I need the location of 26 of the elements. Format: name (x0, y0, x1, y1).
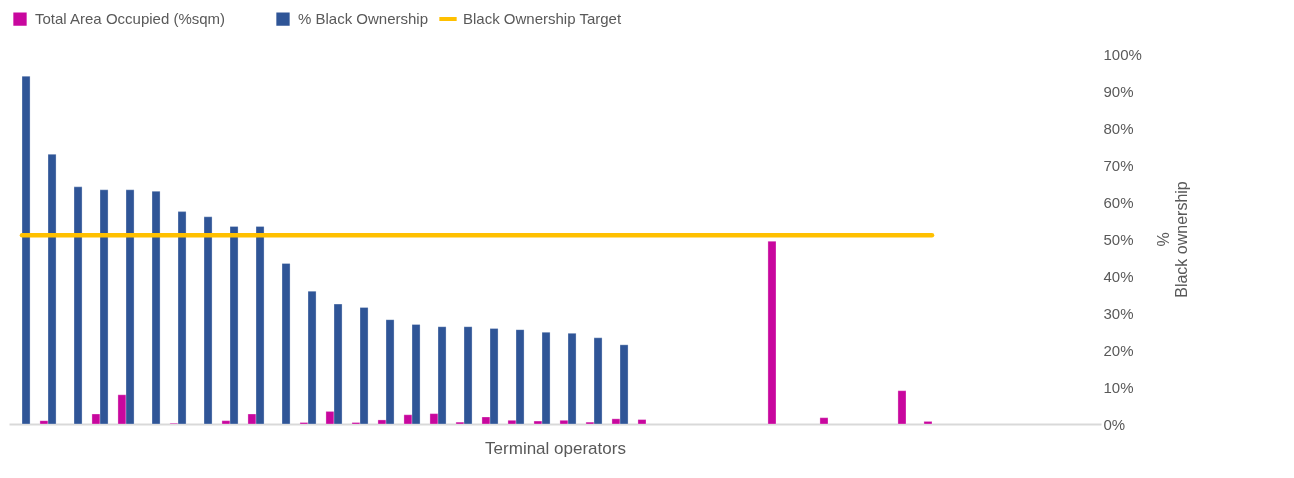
y-tick-label: 20% (1103, 341, 1134, 359)
bar (151, 191, 161, 425)
bar (203, 216, 213, 425)
y-tick-label: 10% (1103, 378, 1134, 396)
x-axis-title: Terminal operators (485, 438, 626, 458)
legend-label: % Black Ownership (298, 10, 429, 28)
y-tick-label: 40% (1103, 267, 1134, 285)
bar (767, 240, 777, 425)
bar (819, 417, 829, 425)
y-tick-label: 90% (1103, 82, 1134, 100)
y-tick-label: 50% (1103, 230, 1134, 248)
bar (923, 421, 933, 425)
bar (281, 263, 291, 425)
y-tick-label: 60% (1103, 193, 1134, 211)
bar (73, 186, 83, 425)
y-tick-label: 70% (1103, 156, 1134, 174)
bar (897, 390, 907, 425)
y-axis-title: % Black ownership (1154, 181, 1190, 298)
legend-label: Total Area Occupied (%sqm) (35, 10, 226, 28)
legend-label: Black Ownership Target (463, 10, 622, 27)
bar (637, 419, 647, 425)
bar (21, 75, 31, 425)
y-tick-label: 80% (1103, 119, 1134, 137)
y-tick-label: 30% (1103, 304, 1134, 322)
y-tick-label: 0% (1103, 415, 1126, 433)
y-tick-label: 100% (1103, 45, 1142, 63)
